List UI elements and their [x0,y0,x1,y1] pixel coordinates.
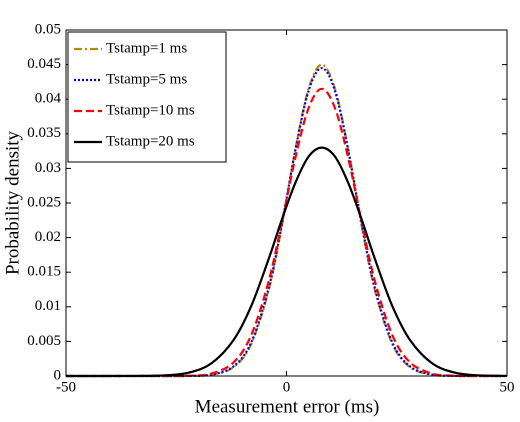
series-line [65,146,508,378]
legend-label: Tstamp=10 ms [106,102,195,118]
y-tick-label: 0.03 [35,160,61,176]
x-axis-label: Measurement error (ms) [195,396,380,417]
y-tick-label: 0.025 [27,194,61,210]
y-tick-label: 0.04 [35,91,62,107]
legend-label: Tstamp=20 ms [106,133,195,149]
x-tick-label: 0 [283,379,291,395]
y-tick-label: 0.005 [27,333,61,349]
y-tick-label: 0.045 [27,56,61,72]
y-tick-label: 0.01 [35,298,61,314]
y-tick-label: 0.015 [27,264,61,280]
y-tick-label: 0 [54,367,62,383]
y-tick-label: 0.02 [35,229,61,245]
x-tick-label: -50 [56,379,76,395]
legend-box [67,31,227,163]
legend-label: Tstamp=5 ms [106,71,187,87]
plot-frame [65,29,508,377]
y-tick-label: 0.05 [35,21,61,37]
series-line [66,66,508,378]
x-tick-label: 50 [500,379,515,395]
y-axis-label: Probability density [2,130,23,275]
series-line [66,87,508,378]
y-tick-label: 0.035 [27,125,61,141]
legend-label: Tstamp=1 ms [106,40,187,56]
